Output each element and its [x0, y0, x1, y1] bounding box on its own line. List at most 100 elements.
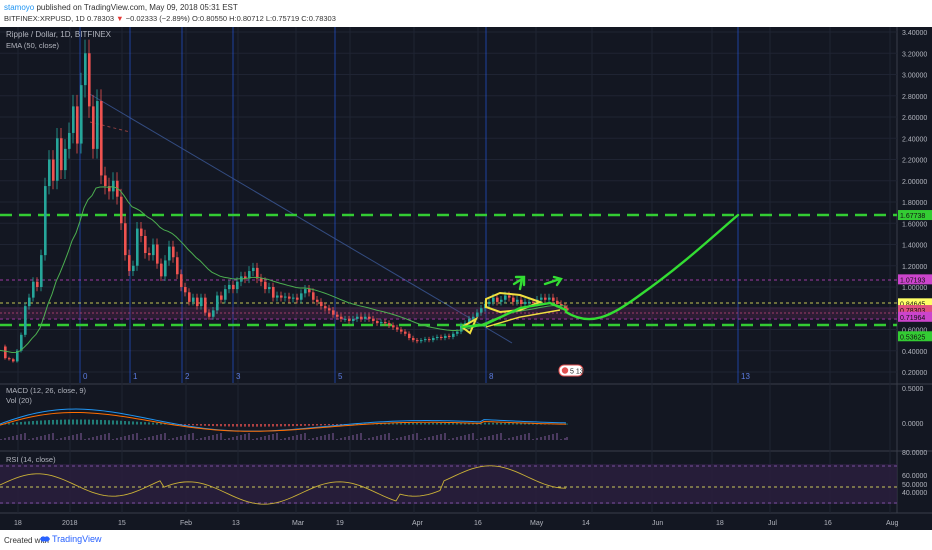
macd-tick: 0.0000 — [902, 421, 924, 428]
candle-body — [320, 301, 323, 307]
event-badge[interactable]: 5 13 — [558, 364, 584, 377]
macd-histogram-bar — [152, 422, 154, 425]
volume-bar — [428, 437, 430, 440]
candle-body — [296, 297, 299, 300]
macd-histogram-bar — [492, 422, 494, 425]
macd-histogram-bar — [272, 424, 274, 427]
macd-histogram-bar — [68, 419, 70, 425]
macd-histogram-bar — [36, 420, 38, 425]
price-tag-label: 0.53625 — [900, 334, 925, 341]
time-tick: Feb — [180, 520, 192, 527]
candle-body — [216, 295, 219, 311]
volume-bar — [364, 439, 366, 440]
volume-bar — [328, 434, 330, 440]
macd-histogram-bar — [12, 422, 14, 425]
volume-bar — [396, 438, 398, 440]
volume-bar — [236, 436, 238, 440]
candle-body — [332, 310, 335, 315]
macd-histogram-bar — [252, 424, 254, 427]
macd-histogram-bar — [464, 423, 466, 425]
macd-histogram-bar — [504, 422, 506, 425]
macd-histogram-bar — [412, 423, 414, 425]
volume-bar — [416, 433, 418, 440]
cycle-marker: 5 — [338, 372, 343, 381]
candle-body — [60, 138, 63, 171]
chart-area[interactable]: 0 1 2 3 5 8 13 5 13 Ripple / Dollar, 1D, BITFI… — [0, 27, 932, 530]
macd-histogram-bar — [280, 424, 282, 427]
macd-histogram-bar — [156, 422, 158, 425]
macd-histogram-bar — [116, 420, 118, 425]
macd-histogram-bar — [248, 424, 250, 427]
candle-body — [356, 316, 359, 319]
volume-bar — [340, 438, 342, 440]
author-link[interactable]: stamoyo — [4, 3, 35, 12]
volume-bar — [0, 439, 2, 440]
ohlc-values: O:0.80550 H:0.80712 L:0.75719 C:0.78303 — [192, 14, 336, 23]
chart-canvas[interactable]: 0 1 2 3 5 8 13 5 13 Ripple / Dollar, 1D, BITFI… — [0, 27, 932, 530]
macd-histogram-bar — [200, 424, 202, 426]
price-tick: 1.80000 — [902, 200, 927, 207]
cycle-marker: 1 — [133, 372, 138, 381]
candle-body — [136, 228, 139, 266]
volume-bar — [176, 437, 178, 440]
candle-body — [192, 297, 195, 302]
volume-bar — [8, 437, 10, 440]
volume-bar — [92, 437, 94, 440]
volume-bar — [140, 439, 142, 440]
price-tick: 2.20000 — [902, 158, 927, 165]
candle-body — [180, 274, 183, 287]
volume-bar — [80, 433, 82, 440]
price-tag — [898, 210, 932, 221]
volume-bar — [148, 437, 150, 440]
candle-body — [508, 295, 511, 298]
macd-histogram-bar — [472, 423, 474, 425]
macd-histogram-bar — [104, 420, 106, 425]
volume-bar — [440, 434, 442, 440]
symbol-name: BITFINEX:XRPUSD, 1D — [4, 14, 85, 23]
volume-bar — [4, 438, 6, 440]
macd-histogram-bar — [388, 423, 390, 425]
candle-body — [152, 244, 155, 256]
price-tick: 2.40000 — [902, 136, 927, 143]
candle-body — [260, 278, 263, 282]
price-tick: 0.40000 — [902, 349, 927, 356]
price-tick: 1.60000 — [902, 221, 927, 228]
trendline[interactable] — [87, 92, 513, 344]
volume-bar — [412, 434, 414, 440]
volume-bar — [484, 437, 486, 440]
candle-body — [228, 284, 231, 290]
candle-body — [460, 325, 463, 332]
candle-body — [452, 333, 455, 337]
time-tick: 2018 — [62, 520, 78, 527]
volume-bar — [68, 436, 70, 440]
macd-histogram-bar — [144, 422, 146, 425]
candle-body — [168, 246, 171, 261]
projection-drawings[interactable] — [460, 213, 740, 329]
candle-body — [504, 295, 507, 300]
macd-histogram-bar — [484, 422, 486, 425]
candle-body — [52, 159, 55, 181]
candle-body — [56, 138, 59, 181]
candle-body — [376, 321, 379, 324]
volume-bar — [512, 437, 514, 440]
time-tick: 13 — [232, 520, 240, 527]
macd-histogram-bar — [500, 422, 502, 425]
volume-bar — [356, 434, 358, 440]
volume-bar — [104, 434, 106, 440]
volume-bar — [560, 439, 562, 440]
volume-bar — [288, 437, 290, 440]
candle-body — [400, 329, 403, 332]
tradingview-brand-link[interactable]: TradingView — [52, 534, 102, 544]
macd-histogram-bar — [112, 420, 114, 425]
volume-bar — [352, 435, 354, 440]
candle-body — [368, 316, 371, 319]
macd-histogram-bar — [440, 422, 442, 425]
macd-histogram-bar — [128, 421, 130, 425]
macd-histogram-bar — [108, 420, 110, 425]
volume-bar — [360, 433, 362, 440]
volume-bar — [408, 435, 410, 440]
candle-body — [200, 297, 203, 307]
change-value: −0.02333 (−2.89%) — [125, 14, 190, 23]
candle-body — [40, 255, 43, 287]
